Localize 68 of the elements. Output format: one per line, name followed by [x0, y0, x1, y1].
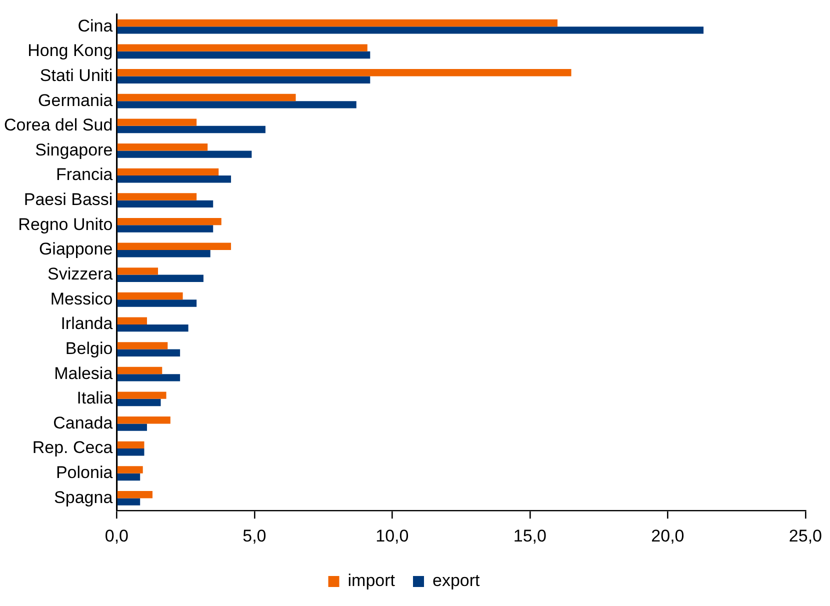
bar: [117, 150, 252, 158]
y-tick-label: Svizzera: [47, 264, 114, 284]
bar: [117, 144, 208, 151]
x-tick-label: 15,0: [513, 526, 546, 546]
bar: [117, 250, 210, 258]
bar: [117, 44, 368, 52]
y-tick-label: Francia: [56, 165, 114, 184]
y-tick-label: Corea del Sud: [4, 116, 113, 135]
y-tick-label: Hong Kong: [28, 41, 113, 60]
bar: [117, 473, 140, 481]
bar: [117, 274, 204, 282]
bar: [117, 441, 144, 449]
legend-label: export: [432, 571, 480, 590]
y-tick-label: Stati Uniti: [40, 66, 113, 85]
y-tick-label: Paesi Bassi: [24, 190, 113, 210]
x-tick-label: 5,0: [242, 526, 266, 546]
y-tick-label: Canada: [53, 413, 114, 432]
bar: [117, 51, 370, 59]
bar: [117, 200, 214, 208]
bar: [117, 69, 572, 76]
bar: [117, 424, 147, 431]
bar: [117, 225, 214, 232]
bar: [117, 94, 296, 102]
y-tick-label: Polonia: [56, 463, 114, 482]
x-tick-label: 0,0: [104, 526, 128, 546]
bar: [117, 76, 370, 84]
bar: [117, 176, 232, 183]
bar: [117, 19, 558, 27]
bar: [117, 268, 158, 275]
bar: [117, 317, 147, 324]
y-tick-label: Singapore: [35, 140, 113, 160]
y-tick-label: Belgio: [65, 338, 113, 358]
bar: [117, 218, 222, 226]
y-tick-label: Spagna: [54, 488, 114, 507]
bar: [117, 498, 140, 506]
bar: [117, 292, 183, 300]
legend-label: import: [348, 571, 396, 590]
bar: [117, 342, 168, 350]
y-tick-label: Regno Unito: [18, 214, 113, 234]
x-tick-label: 20,0: [651, 526, 684, 546]
bar: [117, 349, 180, 356]
bar: [117, 416, 170, 424]
y-tick-label: Rep. Ceca: [32, 438, 114, 458]
bar: [117, 392, 166, 399]
bar: [117, 398, 161, 406]
bar: [117, 448, 144, 456]
bar: [117, 26, 704, 34]
y-tick-label: Cina: [78, 16, 114, 36]
bar: [117, 300, 197, 307]
bar: [117, 118, 197, 126]
bar: [117, 101, 356, 108]
y-tick-label: Messico: [50, 289, 113, 308]
bar: [117, 366, 162, 374]
bar: [117, 168, 219, 176]
y-tick-label: Malesia: [54, 364, 114, 383]
bar: [117, 374, 180, 382]
bar: [117, 193, 197, 200]
bar: [117, 126, 266, 134]
bar: [117, 242, 232, 250]
bar: [117, 466, 143, 474]
bar: [117, 324, 188, 332]
x-tick-label: 25,0: [788, 526, 822, 546]
y-tick-label: Italia: [76, 388, 114, 408]
x-tick-label: 10,0: [376, 526, 409, 546]
y-tick-label: Giappone: [38, 240, 113, 259]
y-tick-label: Germania: [38, 90, 114, 110]
bar: [117, 490, 152, 498]
y-tick-label: Irlanda: [60, 314, 114, 334]
